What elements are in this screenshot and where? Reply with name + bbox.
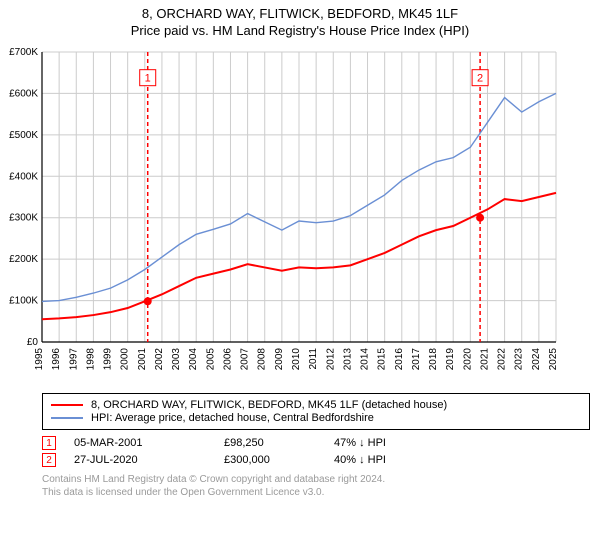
svg-text:2005: 2005	[205, 348, 216, 371]
marker-pct: 40% ↓ HPI	[334, 454, 454, 466]
svg-text:2002: 2002	[154, 348, 165, 371]
svg-text:1997: 1997	[68, 348, 79, 371]
svg-text:2013: 2013	[342, 348, 353, 371]
svg-text:2022: 2022	[497, 348, 508, 371]
legend-label: 8, ORCHARD WAY, FLITWICK, BEDFORD, MK45 …	[91, 399, 447, 411]
marker-pct: 47% ↓ HPI	[334, 437, 454, 449]
svg-text:2006: 2006	[222, 348, 233, 371]
svg-text:2012: 2012	[325, 348, 336, 371]
svg-text:2: 2	[477, 73, 483, 85]
svg-text:2025: 2025	[548, 348, 559, 371]
legend-swatch	[51, 404, 83, 406]
svg-text:2000: 2000	[120, 348, 131, 371]
line-chart: £0 £100K £200K £300K £400K £500K £600K £700K 199…	[0, 42, 560, 382]
svg-text:2008: 2008	[257, 348, 268, 371]
svg-text:2016: 2016	[394, 348, 405, 371]
svg-text:1999: 1999	[103, 348, 114, 371]
svg-text:2007: 2007	[240, 348, 251, 371]
svg-text:£700K: £700K	[9, 47, 38, 58]
svg-text:2003: 2003	[171, 348, 182, 371]
legend-row: HPI: Average price, detached house, Cent…	[51, 412, 581, 424]
svg-text:2017: 2017	[411, 348, 422, 371]
svg-text:1995: 1995	[34, 348, 45, 371]
chart-container: £0 £100K £200K £300K £400K £500K £600K £700K 199…	[0, 42, 600, 387]
svg-text:2024: 2024	[531, 348, 542, 371]
svg-text:2020: 2020	[462, 348, 473, 371]
svg-text:2004: 2004	[188, 348, 199, 371]
svg-text:2019: 2019	[445, 348, 456, 371]
svg-text:2001: 2001	[137, 348, 148, 371]
table-row: 1 05-MAR-2001 £98,250 47% ↓ HPI	[42, 436, 590, 450]
marker-date: 27-JUL-2020	[74, 454, 224, 466]
legend-swatch	[51, 417, 83, 419]
marker-price: £300,000	[224, 454, 334, 466]
svg-text:2023: 2023	[514, 348, 525, 371]
svg-text:2014: 2014	[360, 348, 371, 371]
svg-text:2015: 2015	[377, 348, 388, 371]
svg-text:1996: 1996	[51, 348, 62, 371]
svg-text:£0: £0	[27, 337, 39, 348]
svg-text:2009: 2009	[274, 348, 285, 371]
svg-text:£200K: £200K	[9, 254, 38, 265]
legend: 8, ORCHARD WAY, FLITWICK, BEDFORD, MK45 …	[42, 393, 590, 430]
legend-label: HPI: Average price, detached house, Cent…	[91, 412, 374, 424]
svg-text:2018: 2018	[428, 348, 439, 371]
svg-text:2011: 2011	[308, 348, 319, 370]
marker-date: 05-MAR-2001	[74, 437, 224, 449]
svg-text:£100K: £100K	[9, 296, 38, 307]
footnote-line: This data is licensed under the Open Gov…	[42, 486, 590, 499]
marker-badge: 2	[42, 453, 56, 467]
legend-row: 8, ORCHARD WAY, FLITWICK, BEDFORD, MK45 …	[51, 399, 581, 411]
svg-text:1: 1	[145, 73, 151, 85]
marker-table: 1 05-MAR-2001 £98,250 47% ↓ HPI 2 27-JUL…	[42, 436, 590, 467]
svg-text:1998: 1998	[85, 348, 96, 371]
page-subtitle: Price paid vs. HM Land Registry's House …	[0, 23, 600, 38]
svg-text:£600K: £600K	[9, 88, 38, 99]
marker-badge: 1	[42, 436, 56, 450]
svg-text:£500K: £500K	[9, 130, 38, 141]
svg-text:£300K: £300K	[9, 213, 38, 224]
footnote: Contains HM Land Registry data © Crown c…	[42, 473, 590, 499]
table-row: 2 27-JUL-2020 £300,000 40% ↓ HPI	[42, 453, 590, 467]
svg-text:2010: 2010	[291, 348, 302, 371]
page-title: 8, ORCHARD WAY, FLITWICK, BEDFORD, MK45 …	[0, 6, 600, 21]
svg-text:2021: 2021	[479, 348, 490, 371]
marker-price: £98,250	[224, 437, 334, 449]
svg-text:£400K: £400K	[9, 171, 38, 182]
footnote-line: Contains HM Land Registry data © Crown c…	[42, 473, 590, 486]
